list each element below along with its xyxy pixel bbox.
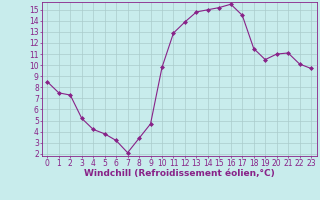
- X-axis label: Windchill (Refroidissement éolien,°C): Windchill (Refroidissement éolien,°C): [84, 169, 275, 178]
